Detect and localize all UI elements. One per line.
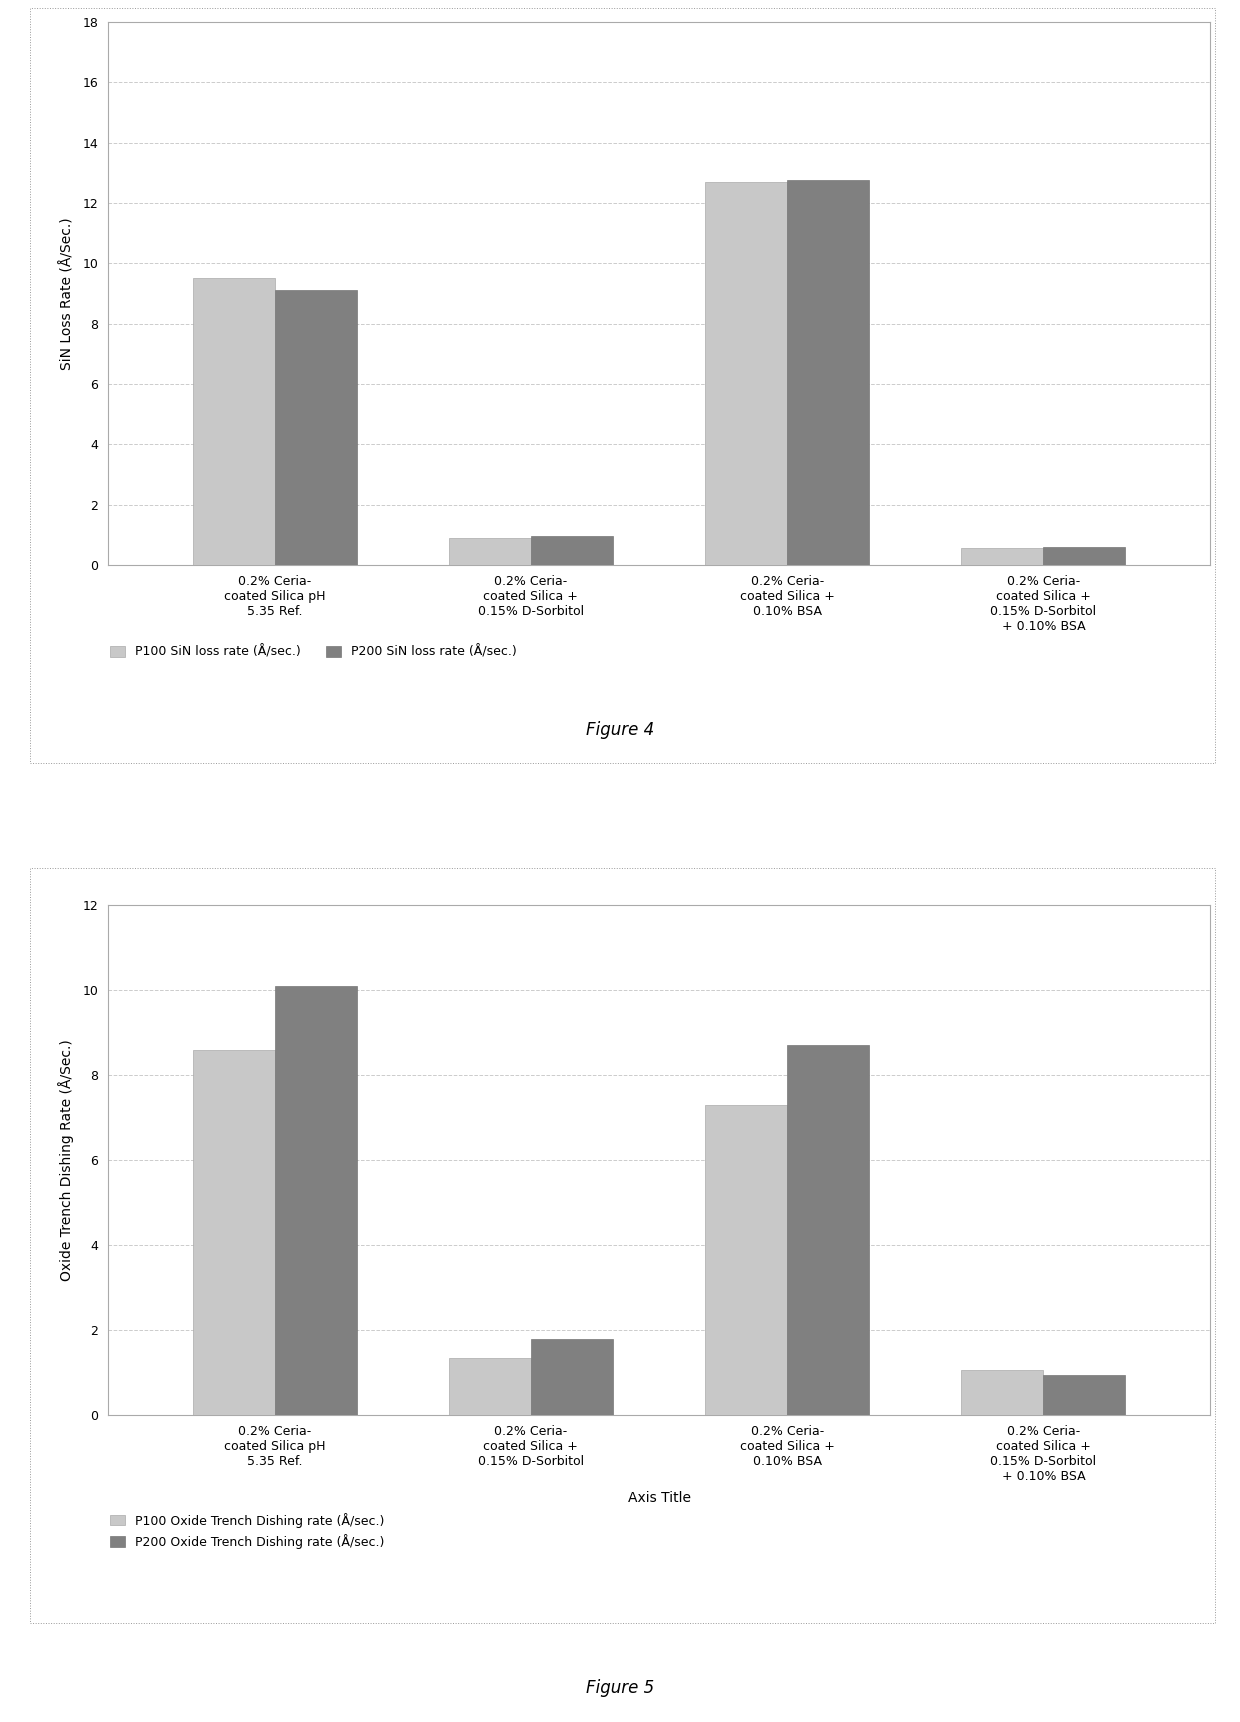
Bar bbox=[192, 1049, 274, 1415]
Bar bbox=[787, 181, 869, 565]
Bar bbox=[787, 1045, 869, 1415]
Bar bbox=[192, 279, 274, 565]
Bar bbox=[531, 536, 613, 565]
Text: Figure 5: Figure 5 bbox=[585, 1679, 655, 1696]
Bar bbox=[531, 1338, 613, 1415]
Bar bbox=[961, 1371, 1043, 1415]
Bar bbox=[274, 985, 357, 1415]
Y-axis label: SiN Loss Rate (Å/Sec.): SiN Loss Rate (Å/Sec.) bbox=[60, 217, 74, 370]
Bar bbox=[1043, 1374, 1126, 1415]
Bar bbox=[274, 291, 357, 565]
Bar bbox=[706, 183, 787, 565]
Bar bbox=[961, 548, 1043, 565]
Legend: P100 Oxide Trench Dishing rate (Å/sec.), P200 Oxide Trench Dishing rate (Å/sec.): P100 Oxide Trench Dishing rate (Å/sec.),… bbox=[105, 1507, 389, 1553]
Y-axis label: Oxide Trench Dishing Rate (Å/Sec.): Oxide Trench Dishing Rate (Å/Sec.) bbox=[58, 1038, 74, 1281]
X-axis label: Axis Title: Axis Title bbox=[627, 1491, 691, 1505]
Text: Figure 4: Figure 4 bbox=[585, 722, 655, 739]
Bar bbox=[449, 1357, 531, 1415]
Legend: P100 SiN loss rate (Å/sec.), P200 SiN loss rate (Å/sec.): P100 SiN loss rate (Å/sec.), P200 SiN lo… bbox=[105, 641, 522, 663]
Bar bbox=[706, 1106, 787, 1415]
Bar bbox=[449, 537, 531, 565]
Bar bbox=[1043, 548, 1126, 565]
